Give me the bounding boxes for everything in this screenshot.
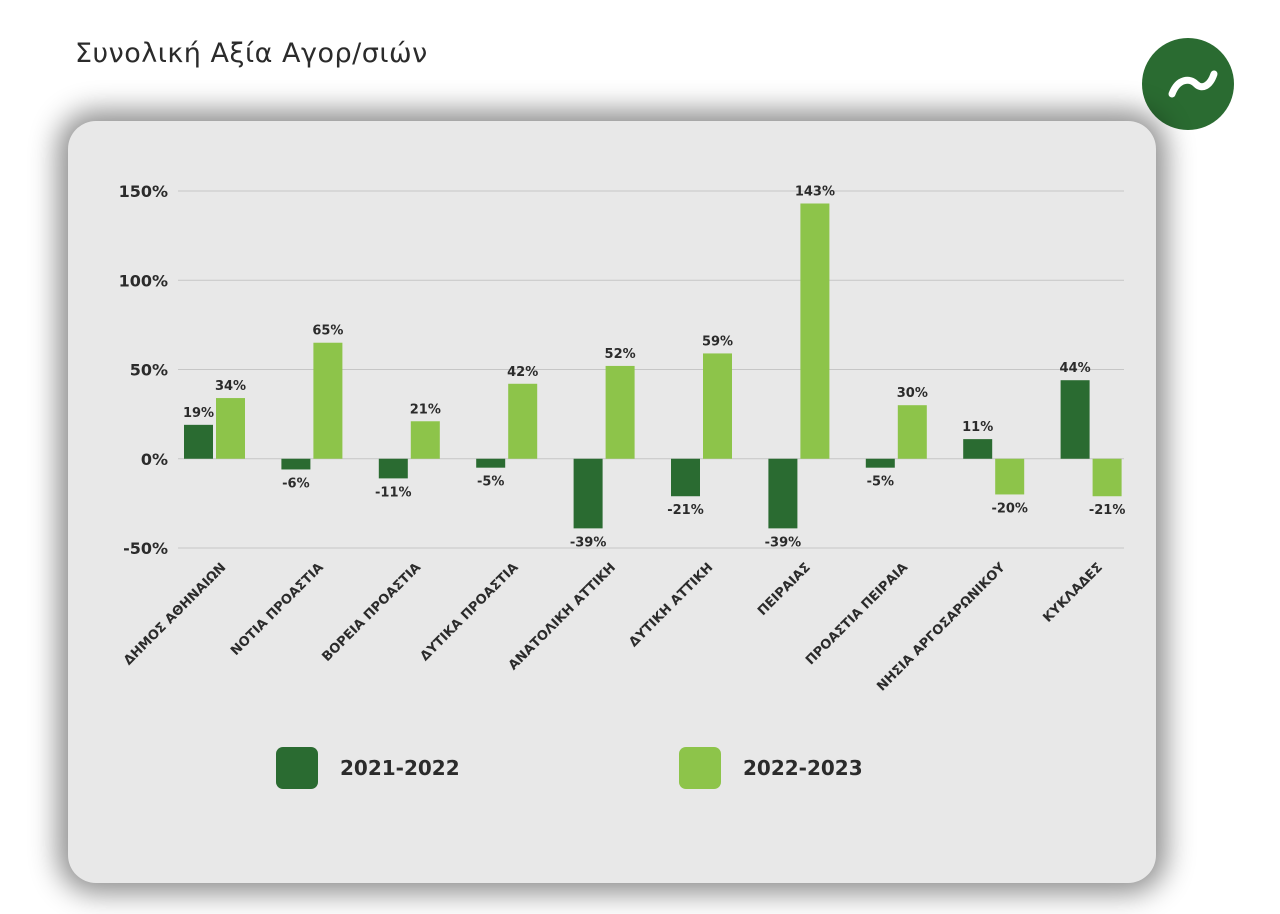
data-label: 65% <box>312 324 343 339</box>
bar-series1 <box>768 459 797 529</box>
data-label: 19% <box>183 406 214 421</box>
bar-series2 <box>995 459 1024 495</box>
x-tick-label: ΑΝΑΤΟΛΙΚΗ ΑΤΤΙΚΗ <box>506 560 619 673</box>
x-tick-label: ΔΥΤΙΚΑ ΠΡΟΑΣΤΙΑ <box>418 560 522 664</box>
bar-series2 <box>898 405 927 459</box>
chart-card: 150% 100% 50% 0% -50% 19% 34% ΔΗΜΟΣ ΑΘΗΝΑΙΩΝ -6%… <box>68 121 1156 883</box>
y-tick-label: 150% <box>119 182 168 201</box>
bar-series2 <box>313 343 342 459</box>
bar-series1 <box>184 425 213 459</box>
data-label: 59% <box>702 334 733 349</box>
data-label: -39% <box>570 535 607 550</box>
bar-series2 <box>703 353 732 458</box>
bar-series1 <box>379 459 408 479</box>
x-tick-label: ΔΥΤΙΚΗ ΑΤΤΙΚΗ <box>626 560 716 650</box>
data-label: -21% <box>1089 503 1126 518</box>
x-tick-label: ΠΕΙΡΑΙΑΣ <box>755 560 814 619</box>
legend-swatch-2022-2023 <box>679 747 721 789</box>
bar-series1 <box>963 439 992 459</box>
data-label: 34% <box>215 379 246 394</box>
legend-label-2022-2023: 2022-2023 <box>743 756 863 780</box>
data-label: 11% <box>962 420 993 435</box>
x-tick-label: ΠΡΟΑΣΤΙΑ ΠΕΙΡΑΙΑ <box>803 560 911 668</box>
bar-series2 <box>508 384 537 459</box>
y-tick-label: 0% <box>141 450 168 469</box>
x-tick-label: ΝΟΤΙΑ ΠΡΟΑΣΤΙΑ <box>228 560 327 659</box>
legend-swatch-2021-2022 <box>276 747 318 789</box>
bar-series2 <box>606 366 635 459</box>
bar-series1 <box>671 459 700 496</box>
bar-series1 <box>281 459 310 470</box>
legend-label-2021-2022: 2021-2022 <box>340 756 460 780</box>
bar-series1 <box>1061 380 1090 459</box>
bar-series1 <box>476 459 505 468</box>
x-tick-label: ΒΟΡΕΙΑ ΠΡΟΑΣΤΙΑ <box>319 560 424 665</box>
bar-series2 <box>800 203 829 458</box>
chart: 150% 100% 50% 0% -50% 19%34% ΔΗΜΟΣ ΑΘΗΝΑΙΩΝ -6%… <box>68 121 1156 883</box>
data-label: 44% <box>1060 361 1091 376</box>
bar-series1 <box>866 459 895 468</box>
data-label: -6% <box>282 476 309 491</box>
x-tick-label: ΚΥΚΛΑΔΕΣ <box>1041 560 1106 625</box>
data-label: -5% <box>477 475 504 490</box>
logo <box>1142 38 1234 130</box>
data-label: 143% <box>795 184 835 199</box>
bar-series2 <box>411 421 440 458</box>
legend-item-2022-2023: 2022-2023 <box>679 747 863 789</box>
data-label: 21% <box>410 402 441 417</box>
data-label: -5% <box>867 475 894 490</box>
data-label: -39% <box>765 535 802 550</box>
data-label: -11% <box>375 485 412 500</box>
data-label: 52% <box>605 347 636 362</box>
bar-series2 <box>1093 459 1122 496</box>
data-label: -21% <box>667 503 704 518</box>
bar-series1 <box>574 459 603 529</box>
page-title: Συνολική Αξία Αγορ/σιών <box>75 38 428 69</box>
y-tick-label: 50% <box>130 361 168 380</box>
legend-item-2021-2022: 2021-2022 <box>276 747 460 789</box>
tilde-logo-icon <box>1142 38 1234 130</box>
x-tick-label: ΔΗΜΟΣ ΑΘΗΝΑΙΩΝ <box>121 560 229 668</box>
y-tick-label: 100% <box>119 271 168 290</box>
bar-series2 <box>216 398 245 459</box>
data-label: -20% <box>991 501 1028 516</box>
y-tick-label: -50% <box>123 539 168 558</box>
data-label: 30% <box>897 386 928 401</box>
data-label: 42% <box>507 365 538 380</box>
